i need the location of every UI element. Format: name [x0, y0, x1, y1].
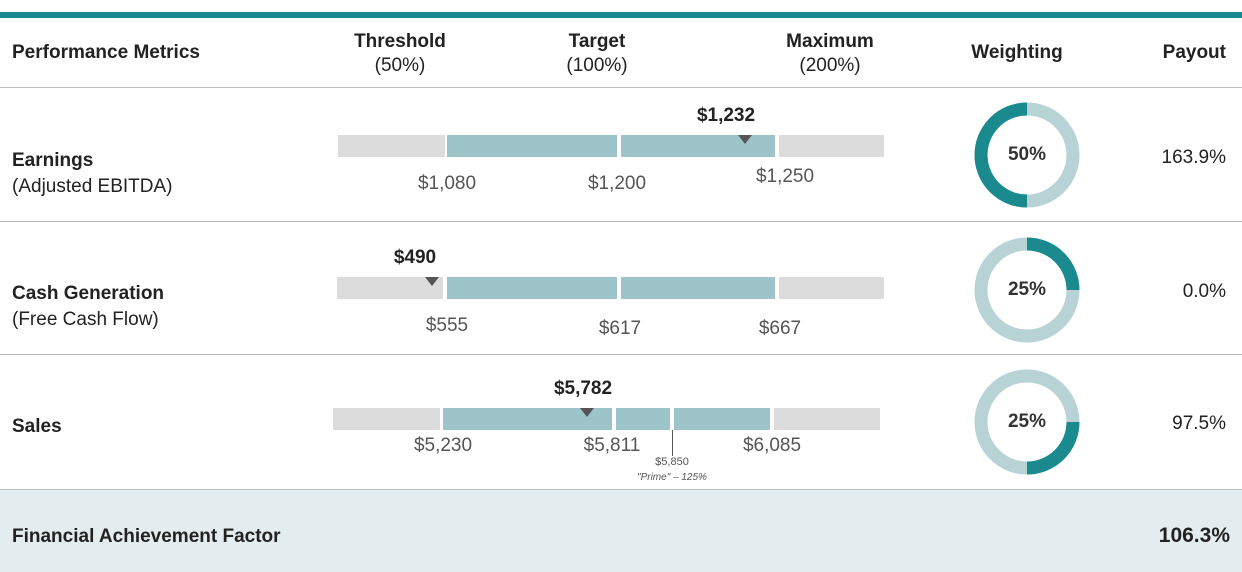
separator — [0, 354, 1242, 355]
donut-label: 50% — [1008, 144, 1046, 165]
donut-label: 25% — [1008, 411, 1046, 432]
bar-segment — [338, 135, 445, 157]
footer-band — [0, 490, 1242, 572]
bar-segment — [337, 277, 443, 299]
header-threshold-pct: (50%) — [374, 55, 426, 76]
threshold-value: $5,230 — [413, 435, 473, 456]
actual-value: $5,782 — [553, 378, 613, 399]
bar-segment — [674, 408, 770, 430]
actual-value: $1,232 — [696, 105, 756, 126]
prime-line — [672, 430, 673, 456]
threshold-value: $1,080 — [417, 173, 477, 194]
bar-segment — [779, 277, 884, 299]
maximum-value: $6,085 — [742, 435, 802, 456]
actual-marker — [425, 277, 439, 286]
header-maximum: Maximum — [786, 31, 874, 52]
separator — [0, 221, 1242, 222]
bar-segment — [616, 408, 670, 430]
donut-arc — [974, 102, 1028, 208]
payout: 97.5% — [1172, 413, 1226, 434]
footer-label: Financial Achievement Factor — [12, 526, 281, 547]
maximum-value: $667 — [758, 318, 802, 339]
header-maximum-pct: (200%) — [799, 55, 861, 76]
bar-segment — [333, 408, 440, 430]
metric-name: Earnings — [12, 150, 94, 171]
header-metric: Performance Metrics — [12, 42, 200, 63]
bar-segment — [447, 277, 617, 299]
actual-value: $490 — [393, 247, 437, 268]
target-value: $617 — [598, 318, 642, 339]
bar-segment — [621, 135, 775, 157]
top-rule — [0, 12, 1242, 18]
donut-arc — [1026, 237, 1080, 291]
header-threshold: Threshold — [354, 31, 446, 52]
metric-name: Sales — [12, 416, 62, 437]
metric-subtitle: (Adjusted EBITDA) — [12, 176, 173, 197]
prime-value: $5,850 — [655, 456, 689, 468]
payout: 0.0% — [1182, 281, 1226, 302]
target-value: $5,811 — [583, 435, 641, 456]
prime-label: "Prime" – 125% — [637, 472, 707, 483]
metric-subtitle: (Free Cash Flow) — [12, 309, 159, 330]
separator — [0, 87, 1242, 88]
header-payout: Payout — [1162, 42, 1226, 63]
payout: 163.9% — [1161, 147, 1226, 168]
target-value: $1,200 — [587, 173, 647, 194]
bar-segment — [443, 408, 612, 430]
metric-name: Cash Generation — [12, 283, 165, 304]
header-target: Target — [568, 31, 626, 52]
bar-segment — [774, 408, 880, 430]
bar-segment — [779, 135, 884, 157]
actual-marker — [580, 408, 594, 417]
header-target-pct: (100%) — [566, 55, 628, 76]
footer-value: 106.3% — [1158, 524, 1230, 547]
separator — [0, 489, 1242, 490]
bar-segment — [447, 135, 617, 157]
donut-label: 25% — [1008, 279, 1046, 300]
bar-segment — [621, 277, 775, 299]
actual-marker — [738, 135, 752, 144]
threshold-value: $555 — [425, 315, 469, 336]
header-weighting: Weighting — [971, 42, 1063, 63]
donut-arc — [1026, 421, 1080, 475]
maximum-value: $1,250 — [755, 166, 815, 187]
